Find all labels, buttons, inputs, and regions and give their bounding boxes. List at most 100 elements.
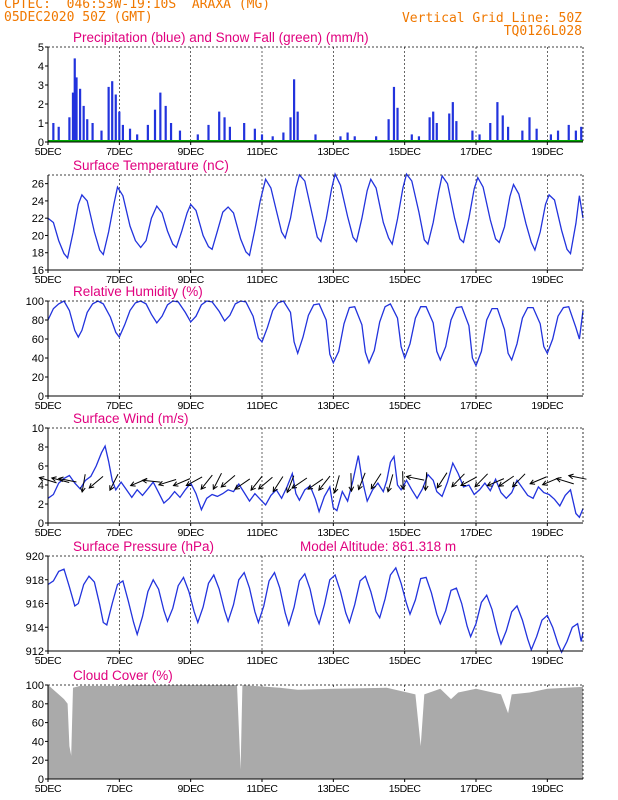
precip-bar: [289, 117, 292, 142]
cloud-ytick-label: 0: [38, 774, 44, 786]
wind-title: Surface Wind (m/s): [73, 411, 189, 426]
wind-arrow-head: [57, 476, 64, 483]
precip-bar: [68, 117, 71, 142]
rh-xtick-label: 7DEC: [106, 400, 133, 412]
wind-arrow-shaft: [250, 475, 263, 491]
wind-arrow: [88, 475, 104, 489]
wind-panel: 0 2 4 6 8 10 5DEC 7DEC 9DEC 11DEC 13DEC 15DEC 17DEC 1…: [32, 411, 587, 539]
pressure-xtick-label: 17DEC: [460, 655, 493, 667]
precip-bar: [107, 86, 110, 142]
precip-xtick-label: 15DEC: [389, 146, 422, 158]
precip-bar: [100, 130, 103, 142]
pressure-xtick-label: 13DEC: [317, 655, 350, 667]
wind-arrow-head: [422, 485, 429, 492]
wind-arrow-head: [529, 479, 536, 485]
temp-ytick-label: 22: [32, 213, 44, 225]
cloud-area: [48, 685, 583, 779]
wind-arrow-shaft: [186, 476, 203, 486]
wind-ytick-label: 2: [38, 499, 44, 511]
pressure-xtick-label: 7DEC: [106, 655, 133, 667]
cloud-ytick-label: 80: [32, 699, 44, 711]
wind-arrow-shaft: [212, 472, 222, 490]
rh-xtick-label: 5DEC: [35, 400, 62, 412]
pressure-xtick-label: 15DEC: [389, 655, 422, 667]
wind-arrow: [422, 472, 429, 492]
precip-bar: [574, 130, 577, 142]
wind-xtick-label: 5DEC: [35, 527, 62, 539]
precip-bar: [153, 109, 157, 142]
temp-xtick-label: 7DEC: [106, 274, 133, 286]
wind-arrow-head: [109, 485, 115, 492]
wind-arrow-shaft: [258, 476, 273, 490]
wind-arrow-shaft: [142, 479, 161, 483]
precip-bar: [455, 121, 458, 142]
precip-bar: [164, 105, 167, 142]
rh-xtick-label: 19DEC: [531, 400, 564, 412]
precip-bar: [82, 105, 85, 142]
wind-arrow-head: [272, 486, 278, 493]
wind-arrow: [348, 473, 355, 493]
wind-arrow-shaft: [307, 478, 324, 490]
precip-ytick-label: 4: [38, 61, 44, 73]
wind-arrow-head: [234, 484, 240, 490]
cloud-xtick-label: 15DEC: [389, 783, 422, 795]
rh-panel: 0 20 40 60 80 100 5DEC 7DEC 9DEC 11DEC 13DEC 15DEC 1…: [26, 284, 584, 412]
precip-bar: [218, 111, 221, 142]
precip-xtick-label: 19DEC: [531, 146, 564, 158]
wind-arrow-shaft: [487, 478, 505, 487]
precip-bar: [471, 130, 474, 142]
wind-arrow-shaft: [220, 475, 236, 488]
cloud-ytick-label: 20: [32, 755, 44, 767]
wind-arrow: [307, 478, 324, 490]
wind-arrow: [234, 478, 251, 490]
precip-bar: [282, 132, 285, 142]
wind-arrow-head: [172, 481, 179, 487]
precip-bar: [118, 111, 121, 142]
wind-arrow: [474, 473, 488, 488]
wind-arrow-head: [318, 485, 324, 491]
wind-arrow: [567, 473, 587, 480]
wind-xtick-label: 11DEC: [246, 527, 278, 539]
precip-bar: [580, 126, 583, 142]
wind-arrow: [357, 472, 366, 491]
temp-ytick-label: 18: [32, 248, 44, 260]
pressure-title: Surface Pressure (hPa): [73, 539, 214, 554]
precip-ytick-label: 5: [38, 42, 44, 54]
wind-arrow-shaft: [474, 473, 488, 488]
header-code: TQ0126L028: [503, 24, 582, 39]
wind-arrow-head: [460, 481, 466, 487]
pressure-xtick-label: 19DEC: [531, 655, 564, 667]
wind-arrow-head: [38, 476, 45, 482]
wind-arrow: [405, 474, 425, 481]
rh-ytick-label: 60: [32, 334, 44, 346]
cloud-xtick-label: 13DEC: [317, 783, 350, 795]
rh-xtick-label: 15DEC: [389, 400, 422, 412]
wind-arrow-head: [250, 485, 256, 491]
temp-ytick-label: 24: [32, 196, 44, 208]
precip-bar: [178, 130, 182, 142]
pressure-panel: 912 914 916 918 920 5DEC 7DEC 9DEC 11DEC 13DEC 15D…: [26, 539, 584, 667]
rh-xtick-label: 13DEC: [317, 400, 350, 412]
wind-ytick-label: 6: [38, 461, 44, 473]
cloud-xtick-label: 19DEC: [531, 783, 564, 795]
wind-arrow: [212, 472, 222, 491]
wind-arrow-shaft: [402, 471, 404, 490]
pressure-ytick-label: 912: [26, 646, 44, 658]
wind-arrow: [257, 476, 273, 490]
wind-arrow: [529, 476, 547, 485]
wind-arrow-head: [567, 473, 574, 480]
wind-arrow: [80, 474, 86, 493]
wind-arrow-shaft: [350, 473, 352, 492]
precip-bar: [339, 136, 342, 142]
wind-arrow-head: [348, 486, 355, 493]
wind-arrow-shaft: [556, 478, 574, 485]
wind-arrow: [57, 476, 77, 483]
wind-arrow: [220, 475, 236, 488]
precip-bar: [396, 107, 399, 142]
wind-arrow-shaft: [272, 476, 284, 492]
wind-arrow-shaft: [358, 472, 366, 490]
precip-bar: [549, 134, 552, 142]
cloud-ytick-label: 60: [32, 718, 44, 730]
wind-xtick-label: 15DEC: [389, 527, 422, 539]
wind-arrow: [318, 475, 331, 491]
